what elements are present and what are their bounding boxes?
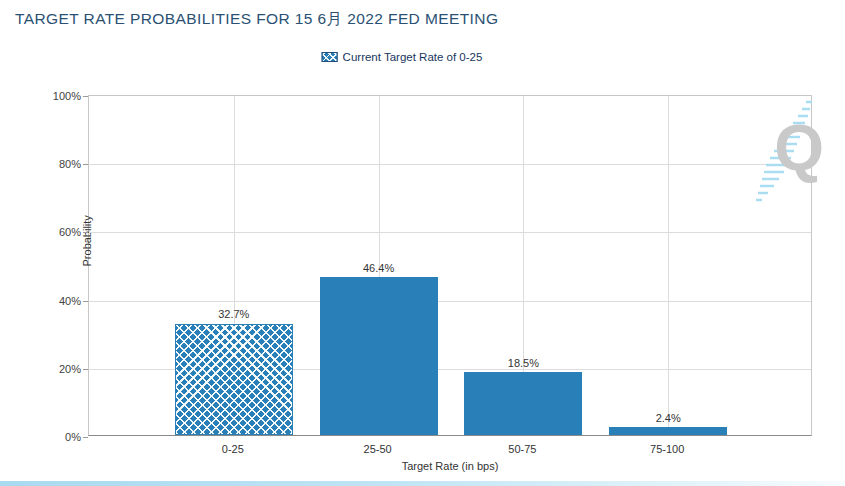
y-tick-label: 20% [39, 363, 81, 375]
bottom-accent-bar [0, 481, 845, 486]
legend-label: Current Target Rate of 0-25 [343, 51, 483, 63]
y-axis-title: Probability [81, 180, 93, 300]
gridline-horizontal [89, 164, 811, 165]
x-tick-label: 50-75 [508, 443, 536, 455]
bar-75-100[interactable] [609, 427, 727, 435]
x-tick-label: 75-100 [650, 443, 684, 455]
y-tick-label: 40% [39, 295, 81, 307]
bar-25-50[interactable] [320, 277, 438, 435]
plot-area: Probability 0%20%40%60%80%100%32.7%46.4%… [88, 95, 812, 436]
bar-50-75[interactable] [464, 372, 582, 435]
gridline-horizontal [89, 301, 811, 302]
y-tick-label: 60% [39, 226, 81, 238]
x-tick-label: 0-25 [222, 443, 244, 455]
y-tick-mark [83, 369, 88, 370]
y-tick-mark [83, 164, 88, 165]
x-tick-label: 25-50 [364, 443, 392, 455]
y-tick-label: 100% [39, 90, 81, 102]
bar-value-label: 18.5% [508, 357, 539, 369]
y-tick-label: 80% [39, 158, 81, 170]
page-title: TARGET RATE PROBABILITIES FOR 15 6月 2022… [15, 9, 498, 30]
y-tick-mark [83, 232, 88, 233]
bar-0-25[interactable] [175, 324, 293, 436]
bar-value-label: 32.7% [218, 308, 249, 320]
x-axis-title: Target Rate (in bps) [402, 460, 499, 472]
legend-swatch-crosshatch-icon [322, 52, 338, 62]
y-tick-mark [83, 301, 88, 302]
y-tick-mark [83, 437, 88, 438]
bar-value-label: 2.4% [656, 412, 681, 424]
gridline-vertical [668, 96, 669, 435]
gridline-horizontal [89, 232, 811, 233]
legend-item-current-target-rate[interactable]: Current Target Rate of 0-25 [322, 51, 483, 63]
bar-value-label: 46.4% [363, 262, 394, 274]
y-tick-mark [83, 96, 88, 97]
y-tick-label: 0% [39, 431, 81, 443]
